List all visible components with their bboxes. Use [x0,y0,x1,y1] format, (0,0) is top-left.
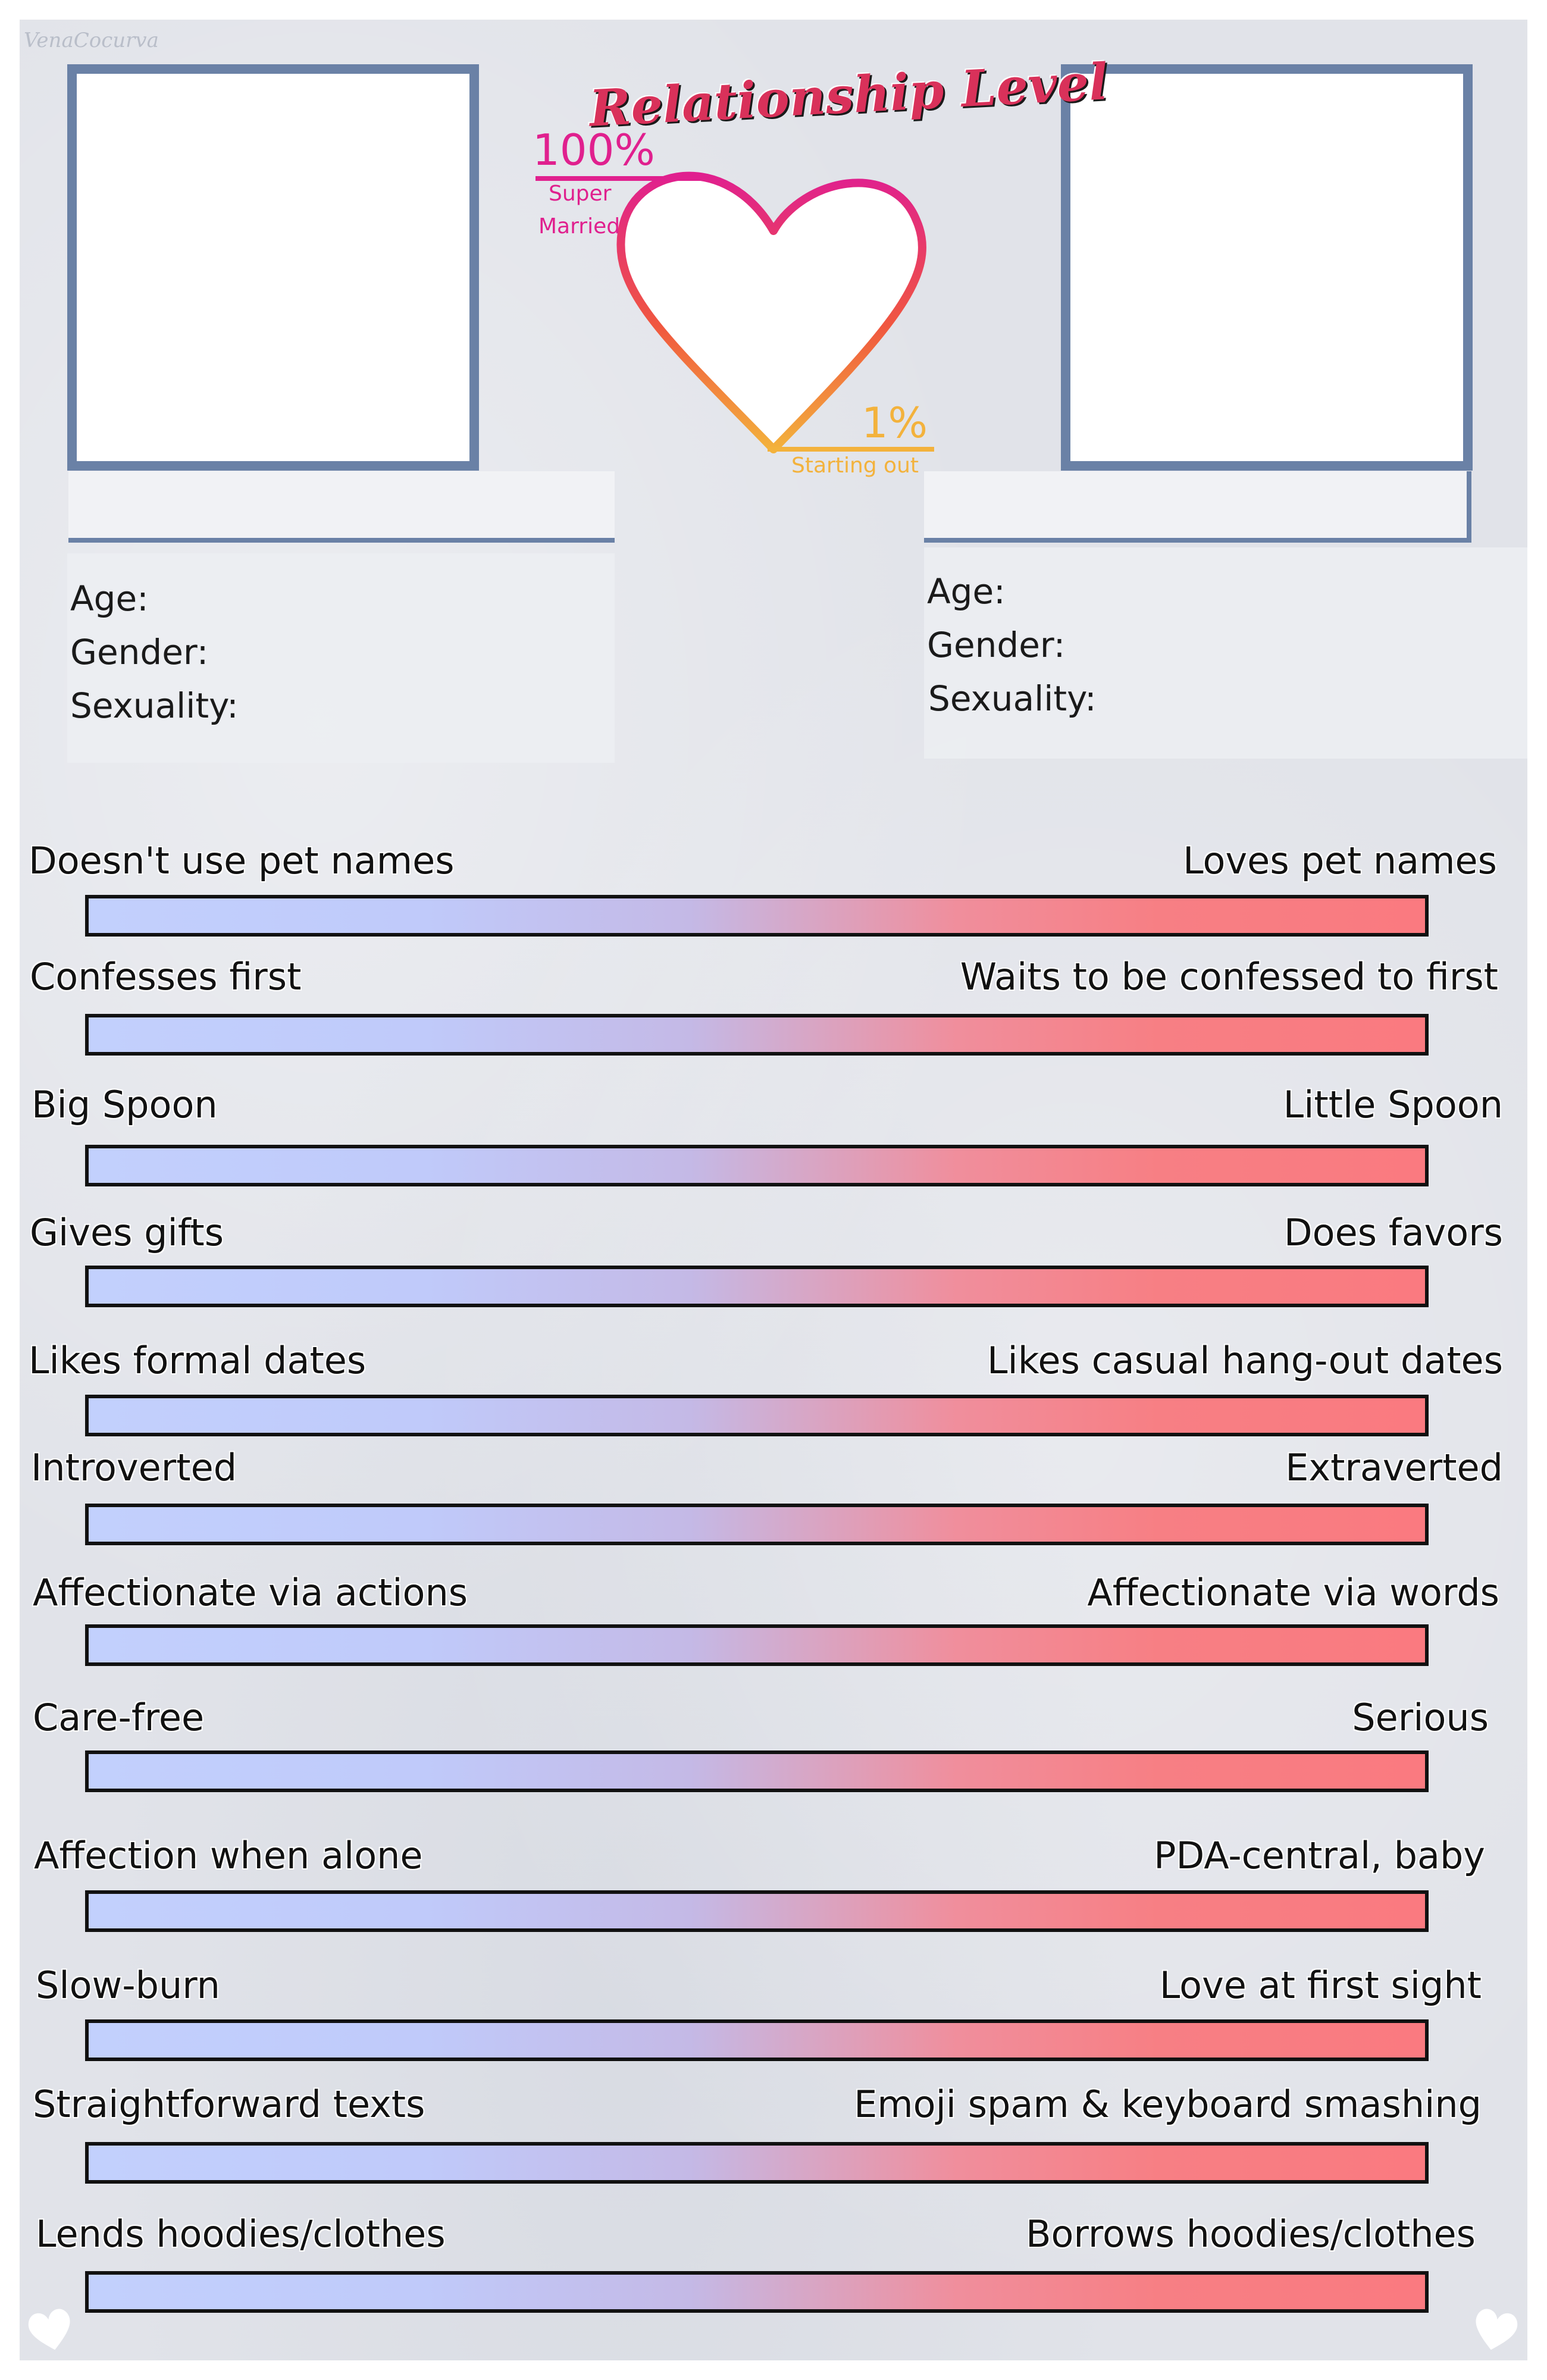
left-name-field[interactable] [68,471,615,543]
scale-bar[interactable] [85,2271,1429,2313]
scale-right-label: Emoji spam & keyboard smashing [854,2082,1482,2126]
scale-bar[interactable] [85,2019,1429,2061]
scale-left-label: Affection when alone [34,1834,423,1877]
scale-bar[interactable] [85,1145,1429,1186]
right-age-label: Age: [927,571,1006,612]
scale-bar[interactable] [85,1504,1429,1545]
left-sexuality-label: Sexuality: [70,685,239,726]
scale-bar[interactable] [85,1395,1429,1436]
scale-right-label: Affectionate via words [1087,1571,1499,1614]
scale-left-label: Gives gifts [30,1211,224,1254]
scale-bar[interactable] [85,1890,1429,1932]
scale-left-label: Confesses first [30,955,302,998]
scale-left-label: Lends hoodies/clothes [36,2212,446,2256]
scale-bar[interactable] [85,1750,1429,1792]
right-stats-box [924,547,1527,759]
scale-bar[interactable] [85,2142,1429,2184]
heart-outline-icon[interactable] [524,119,964,476]
scale-right-label: Borrows hoodies/clothes [1025,2212,1476,2256]
left-gender-label: Gender: [70,632,209,672]
scale-left-label: Likes formal dates [29,1339,367,1382]
scale-left-label: Doesn't use pet names [29,839,455,882]
scale-right-label: Love at first sight [1159,1964,1482,2007]
right-name-field[interactable] [924,471,1471,543]
scale-right-label: Does favors [1283,1211,1503,1254]
scale-right-label: Likes casual hang-out dates [987,1339,1503,1382]
min-percent: 1% [862,399,928,447]
left-age-label: Age: [70,578,149,619]
scale-left-label: Slow-burn [36,1964,220,2007]
scale-right-label: Extraverted [1285,1446,1503,1489]
scale-right-label: Waits to be confessed to first [960,955,1498,998]
scale-left-label: Affectionate via actions [33,1571,468,1614]
right-photo-frame[interactable] [1061,64,1473,471]
scale-right-label: PDA-central, baby [1154,1834,1485,1877]
scale-right-label: Serious [1352,1696,1489,1739]
scale-right-label: Loves pet names [1183,839,1497,882]
max-label-line2: Married [538,214,621,239]
max-label-line1: Super [549,181,612,206]
scale-bar[interactable] [85,1624,1429,1666]
heart-corner-icon [28,2309,70,2350]
scale-left-label: Care-free [33,1696,205,1739]
scale-right-label: Little Spoon [1283,1083,1503,1126]
max-percent: 100% [533,125,655,175]
scale-left-label: Straightforward texts [33,2082,425,2126]
right-sexuality-label: Sexuality: [928,678,1097,719]
min-label: Starting out [791,453,919,478]
heart-corner-icon [1476,2309,1518,2350]
left-photo-frame[interactable] [67,64,479,471]
scale-bar[interactable] [85,895,1429,937]
watermark: VenaCocurva [24,29,159,52]
left-stats-box [67,553,615,763]
scale-left-label: Introverted [31,1446,237,1489]
scale-bar[interactable] [85,1266,1429,1307]
right-gender-label: Gender: [927,625,1066,665]
scale-left-label: Big Spoon [32,1083,218,1126]
scale-bar[interactable] [85,1014,1429,1056]
